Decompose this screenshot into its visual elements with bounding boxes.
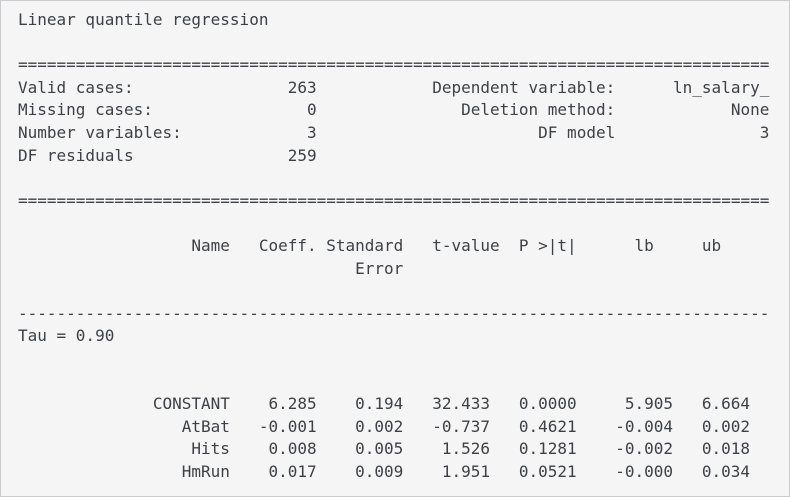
summary-right-label <box>317 145 616 168</box>
coeff-p-value: 0.1281 <box>518 439 577 459</box>
coeff-name: Hits <box>191 439 230 459</box>
summary-row: Valid cases: 263 Dependent variable: ln_sal… <box>18 77 789 100</box>
coeff-std-error: 0.194 <box>355 394 404 414</box>
coeff-value: 6.285 <box>268 394 317 414</box>
spacer <box>18 348 789 371</box>
summary-left-label: Number variables: <box>18 122 182 142</box>
coeff-std-error: 0.005 <box>355 439 404 459</box>
summary-left-value: 3 <box>306 122 317 142</box>
summary-right-value: None <box>730 100 770 120</box>
coeff-row: AtBat -0.001 0.002 -0.737 0.4621 -0.004 0.002 <box>18 416 789 439</box>
coeff-p-value: 0.4621 <box>518 416 577 436</box>
spacer <box>18 212 789 235</box>
spacer <box>18 32 789 55</box>
coeff-row: Hits 0.008 0.005 1.526 0.1281 -0.002 0.018 <box>18 438 789 461</box>
coeff-lb: -0.004 <box>615 416 673 436</box>
summary-right-label: Deletion method: <box>461 100 616 120</box>
summary-right-value: ln_salary_ <box>673 77 770 97</box>
coeff-table-header-line2: Error <box>18 258 789 281</box>
header-name: Name <box>191 235 230 255</box>
coeff-t-value: -0.737 <box>432 416 490 436</box>
coeff-lb: -0.000 <box>615 461 673 481</box>
coeff-value: 0.017 <box>268 461 317 481</box>
header-ub: ub <box>701 235 722 255</box>
spacer <box>18 280 789 303</box>
summary-row: DF residuals 259 <box>18 145 789 168</box>
coeff-t-value: 1.951 <box>441 461 490 481</box>
summary-left-value: 259 <box>287 145 317 165</box>
summary-left-label: DF residuals <box>18 145 134 165</box>
report-title: Linear quantile regression <box>18 10 269 29</box>
divider-equals-middle: ========================================… <box>18 190 770 210</box>
coeff-t-value: 32.433 <box>432 394 490 414</box>
coeff-row: HmRun 0.017 0.009 1.951 0.0521 -0.000 0.034 <box>18 461 789 484</box>
summary-left-pair: DF residuals 259 <box>18 145 317 168</box>
divider-dashes: ----------------------------------------… <box>18 303 770 323</box>
header-coeff: Coeff. <box>258 235 317 255</box>
coeff-name: CONSTANT <box>152 394 230 414</box>
coeff-std-error: 0.009 <box>355 461 404 481</box>
summary-left-value: 263 <box>287 77 317 97</box>
coeff-table-header: Name Coeff. Standard t-value P >|t| lb ub <box>18 235 789 258</box>
coeff-ub: 0.002 <box>701 416 751 436</box>
coeff-p-value: 0.0000 <box>518 394 577 414</box>
header-std-error-line2: Error <box>355 258 404 278</box>
summary-right-value <box>615 145 769 168</box>
coeff-ub: 6.664 <box>701 394 751 414</box>
coeff-p-value: 0.0521 <box>518 461 577 481</box>
coeff-ub: 0.018 <box>701 439 751 459</box>
summary-right-label: DF model <box>538 122 616 142</box>
coeff-lb: -0.002 <box>615 439 673 459</box>
coeff-value: -0.001 <box>258 416 317 436</box>
header-lb: lb <box>634 235 654 255</box>
summary-right-value: 3 <box>759 122 770 142</box>
summary-row: Number variables: 3 DF model 3 <box>18 122 789 145</box>
summary-row: Missing cases: 0 Deletion method: None <box>18 99 789 122</box>
header-p-value: P >|t| <box>518 235 577 255</box>
summary-left-pair: Number variables: 3 <box>18 122 317 145</box>
summary-left-label: Missing cases: <box>18 100 153 120</box>
coeff-row: CONSTANT 6.285 0.194 32.433 0.0000 5.905 6.664 <box>18 393 789 416</box>
summary-left-pair: Valid cases: 263 <box>18 77 317 100</box>
summary-right-label: Dependent variable: <box>432 77 616 97</box>
coeff-name: AtBat <box>181 416 230 436</box>
summary-left-pair: Missing cases: 0 <box>18 99 317 122</box>
summary-left-label: Valid cases: <box>18 77 134 97</box>
summary-left-value: 0 <box>306 100 317 120</box>
coeff-lb: 5.905 <box>624 394 673 414</box>
spacer <box>18 371 789 394</box>
tau-label: Tau = 0.90 <box>18 326 115 346</box>
coeff-t-value: 1.526 <box>441 439 490 459</box>
spacer <box>18 167 789 190</box>
coeff-std-error: 0.002 <box>355 416 404 436</box>
divider-equals-top: ========================================… <box>18 55 770 75</box>
coeff-name: HmRun <box>181 461 230 481</box>
header-std-error: Standard <box>326 235 404 255</box>
coeff-ub: 0.034 <box>701 461 751 481</box>
coeff-value: 0.008 <box>268 439 317 459</box>
header-t-value: t-value <box>432 235 500 255</box>
